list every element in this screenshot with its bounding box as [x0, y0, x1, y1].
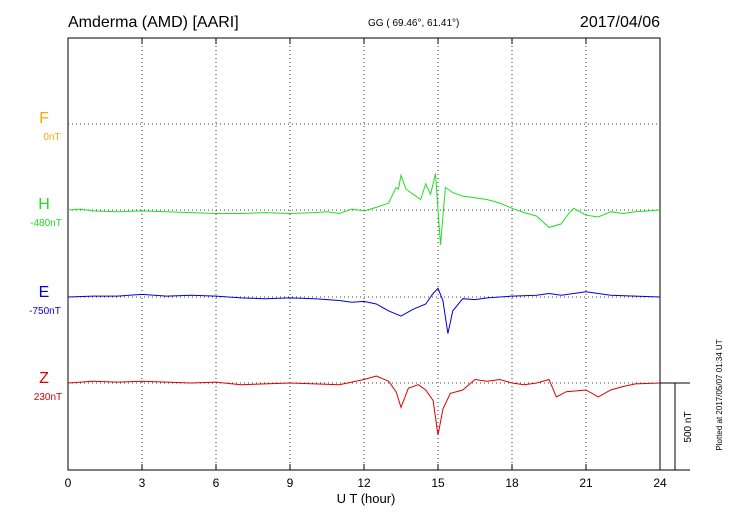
series-line-z: [67, 375, 661, 436]
x-axis-label: U T (hour): [337, 491, 396, 506]
x-tick-label: 24: [653, 476, 667, 490]
x-tick-label: 12: [357, 476, 371, 490]
plotted-timestamp: Plotted at 2017/05/07 01:34 UT: [715, 339, 724, 450]
x-tick-label: 18: [505, 476, 519, 490]
series-lines: [67, 173, 661, 436]
label-f: F: [39, 110, 49, 127]
chart-date: 2017/04/06: [580, 14, 660, 31]
x-tick-label: 9: [287, 476, 294, 490]
x-tick-label: 6: [213, 476, 220, 490]
scale-bar: 500 nT: [660, 382, 694, 471]
station-title: Amderma (AMD) [AARI]: [68, 14, 239, 31]
x-tick-label: 3: [139, 476, 146, 490]
geo-coordinates: GG ( 69.46°, 61.41°): [368, 18, 459, 29]
x-tick-label: 21: [579, 476, 593, 490]
baseline-f: 0nT: [43, 132, 60, 143]
series-line-h: [67, 173, 661, 245]
scale-bar-label: 500 nT: [683, 411, 694, 442]
label-e: E: [39, 284, 50, 301]
baseline-z: 230nT: [34, 392, 62, 403]
x-tick-label: 0: [65, 476, 72, 490]
grid: [68, 38, 660, 470]
component-labels: F 0nT H -480nT E -750nT Z 230nT: [29, 110, 62, 403]
baseline-h: -480nT: [30, 218, 62, 229]
label-z: Z: [39, 370, 49, 387]
x-tick-label: 15: [431, 476, 445, 490]
x-axis-ticks: 0 3 6 9 12 15 18 21 24: [65, 38, 667, 490]
baseline-e: -750nT: [29, 306, 61, 317]
label-h: H: [38, 196, 50, 213]
series-line-e: [67, 287, 661, 334]
